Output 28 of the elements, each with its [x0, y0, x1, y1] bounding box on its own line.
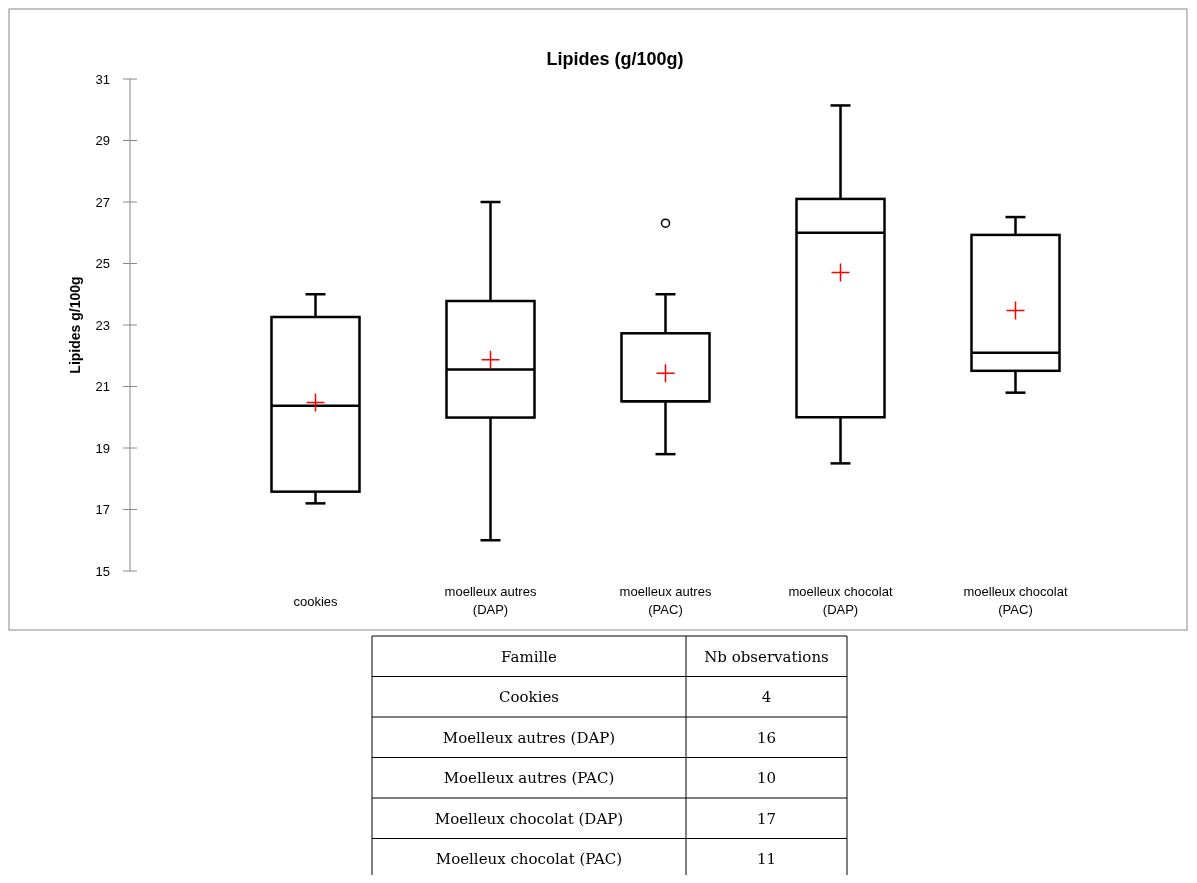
category-label: Moelleux autres (PAC) — [443, 769, 615, 787]
category-label: Moelleux chocolat (PAC) — [435, 850, 623, 868]
x-tick-label: moelleux autres (DAP) — [444, 584, 537, 617]
y-axis-title: Lipides g/100g — [67, 276, 83, 374]
y-tick-label: 17 — [95, 502, 110, 518]
y-tick-label: 23 — [95, 317, 110, 333]
category-label: Cookies — [499, 688, 559, 706]
category-label: Moelleux autres (DAP) — [442, 728, 616, 747]
x-tick-label: moelleux chocolat (PAC) — [963, 584, 1068, 617]
data-label: 11 — [756, 850, 777, 868]
x-tick-label: moelleux autres (PAC) — [619, 584, 712, 617]
x-tick-label: cookies — [293, 594, 339, 609]
chart-title: Lipides (g/100g) — [546, 49, 684, 69]
y-tick-label: 27 — [95, 194, 110, 210]
y-tick-label: 29 — [95, 133, 110, 149]
data-label: 16 — [756, 728, 777, 747]
text: Nb observations — [704, 647, 829, 666]
text: Famille — [501, 647, 558, 666]
y-tick-label: 31 — [95, 71, 110, 87]
data-label: 10 — [756, 769, 777, 787]
x-tick-label: moelleux chocolat (DAP) — [788, 584, 893, 617]
data-label: 4 — [761, 688, 772, 706]
y-tick-label: 15 — [95, 563, 110, 579]
y-tick-label: 25 — [95, 256, 110, 272]
y-tick-label: 19 — [95, 440, 110, 456]
y-tick-label: 21 — [95, 379, 110, 395]
category-label: Moelleux chocolat (DAP) — [434, 809, 624, 828]
data-label: 17 — [756, 809, 777, 828]
